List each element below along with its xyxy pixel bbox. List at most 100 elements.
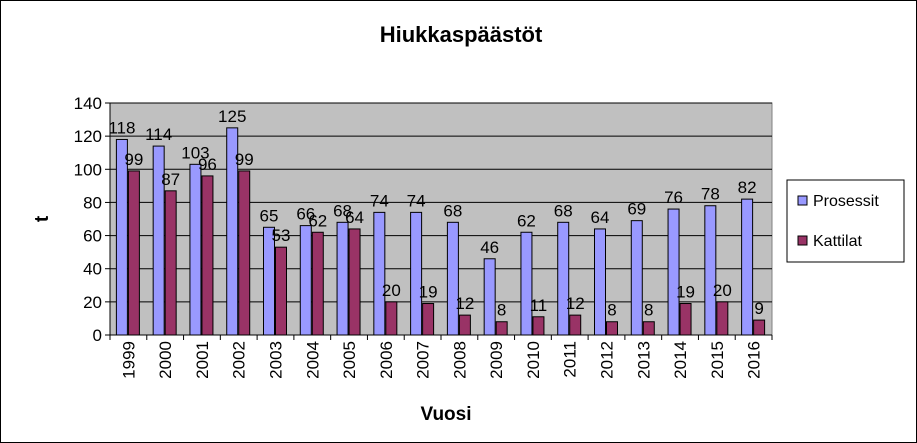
bar-prosessit-2004 — [299, 225, 312, 336]
data-label-prosessit-2009: 46 — [480, 238, 499, 257]
legend: Prosessit Kattilat — [786, 179, 905, 263]
data-label-kattilat-2011: 12 — [566, 294, 585, 313]
y-tick-label-0: 0 — [93, 326, 102, 345]
x-tick-label-2010: 2010 — [524, 341, 543, 379]
bar-prosessit-2009 — [483, 258, 496, 336]
data-label-prosessit-2010: 62 — [517, 211, 536, 230]
data-label-prosessit-2006: 74 — [370, 191, 389, 210]
bar-prosessit-2011 — [557, 221, 570, 336]
data-label-prosessit-1999: 118 — [108, 118, 135, 137]
bar-kattilat-1999 — [127, 170, 140, 336]
data-labels: 1189911487103961259965536662686474207419… — [108, 107, 764, 320]
bar-kattilat-2005 — [348, 228, 361, 336]
x-axis-title: Vuosi — [420, 404, 471, 425]
bar-kattilat-2001 — [201, 175, 214, 336]
x-tick-label-2014: 2014 — [671, 341, 690, 379]
x-tick-label-2004: 2004 — [303, 341, 322, 379]
legend-box — [786, 179, 905, 263]
bar-kattilat-2015 — [716, 301, 729, 336]
data-label-kattilat-2013: 8 — [644, 301, 653, 320]
data-label-prosessit-2013: 69 — [627, 200, 646, 219]
x-tick-label-2001: 2001 — [193, 341, 212, 379]
bars — [115, 127, 766, 336]
legend-label-prosessit: Prosessit — [813, 193, 879, 210]
y-tick-label-120: 120 — [74, 127, 102, 146]
y-tick-label-140: 140 — [74, 94, 102, 113]
x-tick-label-2016: 2016 — [745, 341, 764, 379]
data-label-prosessit-2007: 74 — [407, 191, 426, 210]
bar-prosessit-2014 — [667, 208, 680, 336]
bar-kattilat-2012 — [606, 321, 618, 336]
data-label-prosessit-2008: 68 — [443, 201, 462, 220]
x-tick-label-2002: 2002 — [230, 341, 249, 379]
x-tick-label-2000: 2000 — [156, 341, 175, 379]
x-tick-label-2006: 2006 — [377, 341, 396, 379]
y-tick-label-40: 40 — [83, 260, 102, 279]
data-label-kattilat-2008: 12 — [455, 294, 474, 313]
bar-prosessit-2015 — [704, 205, 717, 336]
data-label-kattilat-2002: 99 — [235, 150, 254, 169]
data-label-prosessit-2004: 66 — [296, 205, 315, 224]
bar-kattilat-2007 — [422, 303, 435, 336]
bar-prosessit-2005 — [336, 221, 349, 336]
legend-label-kattilat: Kattilat — [813, 233, 862, 250]
data-label-kattilat-2007: 19 — [419, 283, 438, 302]
bar-prosessit-2013 — [630, 220, 643, 336]
x-tick-label-2012: 2012 — [598, 341, 617, 379]
gridlines — [110, 102, 772, 303]
data-label-kattilat-2015: 20 — [713, 281, 732, 300]
data-label-kattilat-1999: 99 — [124, 150, 143, 169]
chart-title: Hiukkaspäästöt — [380, 22, 543, 47]
x-tick-label-2008: 2008 — [450, 341, 469, 379]
x-tick-label-2009: 2009 — [487, 341, 506, 379]
bar-kattilat-2003 — [275, 246, 287, 336]
legend-swatch-kattilat — [797, 235, 808, 246]
data-label-prosessit-2002: 125 — [218, 107, 246, 126]
data-label-kattilat-2012: 8 — [607, 301, 616, 320]
bar-kattilat-2010 — [532, 316, 545, 336]
bar-kattilat-2009 — [495, 321, 508, 336]
x-tick-label-2005: 2005 — [340, 341, 359, 379]
bar-prosessit-2012 — [594, 228, 606, 336]
bar-kattilat-2008 — [458, 314, 471, 336]
bar-prosessit-2001 — [189, 163, 202, 336]
data-label-kattilat-2001: 96 — [198, 155, 217, 174]
data-label-kattilat-2003: 53 — [272, 226, 291, 245]
bar-prosessit-2006 — [373, 211, 386, 336]
bar-prosessit-2010 — [520, 231, 533, 336]
data-label-kattilat-2010: 11 — [530, 296, 548, 315]
bar-kattilat-2011 — [569, 314, 582, 336]
y-tick-label-80: 80 — [83, 193, 102, 212]
data-label-prosessit-2012: 64 — [591, 208, 610, 227]
x-tick-label-2003: 2003 — [267, 341, 286, 379]
bar-prosessit-2008 — [446, 221, 459, 336]
x-tick-label-1999: 1999 — [119, 341, 138, 379]
x-tick-label-2015: 2015 — [708, 341, 727, 379]
x-tick-label-2013: 2013 — [634, 341, 653, 379]
bar-kattilat-2004 — [311, 231, 324, 336]
y-tick-label-20: 20 — [83, 293, 102, 312]
data-label-prosessit-2011: 68 — [554, 201, 573, 220]
x-tick-label-2007: 2007 — [414, 341, 433, 379]
y-axis-title: t — [32, 215, 53, 222]
legend-swatch-prosessit — [797, 195, 808, 206]
bar-kattilat-2006 — [385, 301, 398, 336]
data-label-prosessit-2001: 103 — [181, 143, 209, 162]
bar-prosessit-2007 — [410, 211, 423, 336]
data-label-prosessit-2016: 82 — [738, 178, 757, 197]
data-label-kattilat-2000: 87 — [161, 170, 180, 189]
bar-kattilat-2014 — [679, 303, 692, 336]
data-label-kattilat-2016: 9 — [754, 299, 763, 318]
data-label-kattilat-2005: 64 — [345, 208, 364, 227]
plot-area — [109, 102, 773, 336]
x-tick-label-2011: 2011 — [561, 341, 580, 378]
data-label-prosessit-2005: 68 — [333, 201, 352, 220]
y-axis-ticks: 0 20 40 60 80 100 120 140 — [74, 94, 110, 345]
data-label-prosessit-2000: 114 — [145, 125, 172, 144]
x-axis-ticks: 1999 2000 2001 2002 2003 2004 2005 2006 2007 2008… — [109, 335, 773, 379]
bar-prosessit-2016 — [741, 198, 754, 336]
data-label-kattilat-2014: 19 — [676, 283, 695, 302]
bar-kattilat-2000 — [164, 190, 177, 336]
data-label-prosessit-2014: 76 — [664, 188, 683, 207]
